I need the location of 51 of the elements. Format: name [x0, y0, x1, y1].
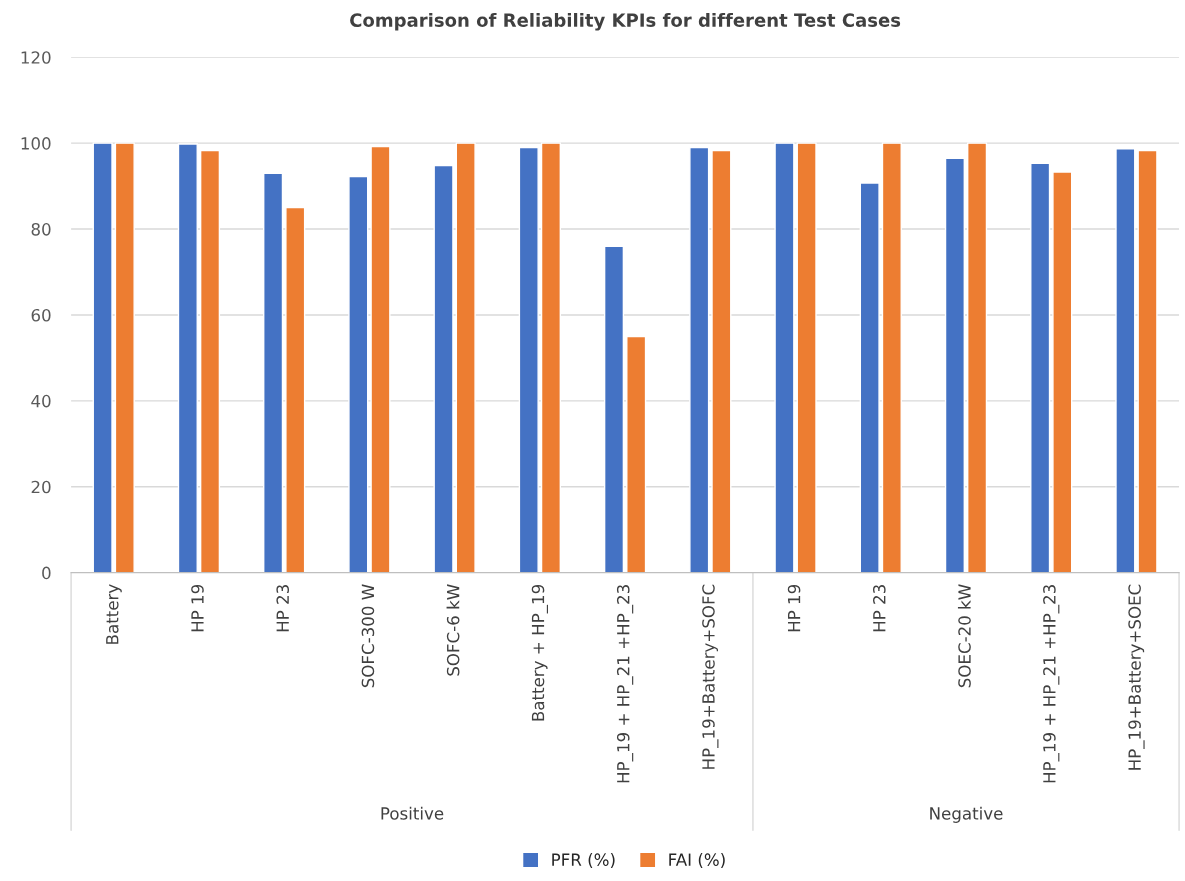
text: Positive: [381, 806, 444, 820]
x-tick-label: HP 19: [191, 584, 204, 632]
x-tick-label: HP 19: [787, 584, 801, 632]
x-tick-label: HP_19 + HP_21 +HP_23: [1043, 585, 1060, 783]
y-tick-label: 40: [31, 394, 51, 408]
bar: [285, 206, 306, 573]
bar: [199, 149, 221, 573]
bar: [1137, 149, 1158, 573]
bar: [626, 335, 647, 573]
y-tick-label: 20: [31, 480, 51, 494]
bar: [455, 142, 476, 573]
x-tick-label: SOFC-6 kW: [446, 584, 460, 676]
bar: [370, 145, 391, 573]
bar: [1030, 162, 1051, 573]
bar: [518, 146, 539, 573]
x-tick-label: SOEC-20 kW: [957, 584, 971, 688]
x-tick-label: HP 23: [873, 585, 886, 632]
y-tick-label: 100: [21, 137, 51, 150]
bar: [177, 143, 198, 573]
y-tick-label: 80: [31, 223, 51, 236]
x-tick-label: HP_19+Battery+SOEC: [1128, 584, 1145, 770]
bar: [859, 182, 880, 573]
bar: [1052, 171, 1073, 573]
bar: [711, 149, 732, 573]
bar: [603, 245, 625, 573]
bar: [114, 142, 135, 573]
bar: [263, 172, 284, 573]
legend-label: PFR (%): [552, 853, 615, 868]
bar: [881, 142, 902, 573]
legend-label: FAI (%): [669, 853, 725, 868]
bar: [967, 142, 988, 573]
bar: [540, 142, 562, 573]
bar: [796, 142, 817, 573]
bar: [774, 142, 795, 573]
x-tick-label: SOFC-300 W: [361, 584, 375, 688]
bar: [1115, 148, 1136, 573]
bar: [433, 164, 454, 573]
bar: [348, 175, 369, 573]
y-tick-label: 0: [42, 566, 51, 580]
text: Negative: [930, 806, 1003, 823]
x-tick-label: Battery: [106, 584, 122, 644]
x-tick-label: Battery + HP_19: [531, 584, 549, 721]
chart-title: Comparison of Reliability KPIs for different Test Cases: [350, 12, 901, 31]
x-tick-label: HP_19 + HP_21 +HP_23: [616, 585, 634, 783]
y-tick-label: 120: [21, 51, 51, 64]
x-tick-label: HP 23: [276, 585, 290, 632]
bar: [689, 146, 710, 573]
y-tick-label: 60: [31, 308, 51, 322]
bar: [92, 142, 113, 573]
x-tick-label: HP_19+Battery+SOFC: [702, 584, 719, 769]
bar: [944, 157, 965, 573]
